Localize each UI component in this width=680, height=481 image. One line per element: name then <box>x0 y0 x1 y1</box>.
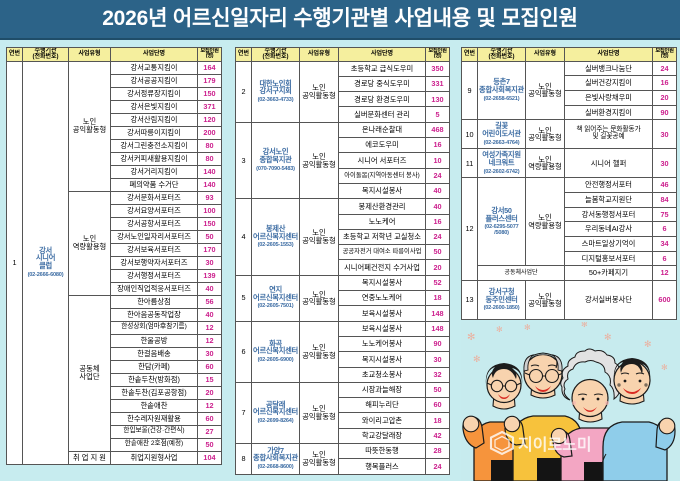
svg-text:✻: ✻ <box>473 354 481 364</box>
svg-text:✻: ✻ <box>581 322 588 329</box>
svg-text:✻: ✻ <box>644 339 652 349</box>
svg-text:✻: ✻ <box>604 332 612 342</box>
svg-text:✻: ✻ <box>524 323 531 332</box>
svg-text:지이로노미: 지이로노미 <box>518 436 592 454</box>
svg-text:✻: ✻ <box>496 325 503 334</box>
svg-text:✻: ✻ <box>467 332 475 343</box>
svg-text:✻: ✻ <box>661 363 668 372</box>
